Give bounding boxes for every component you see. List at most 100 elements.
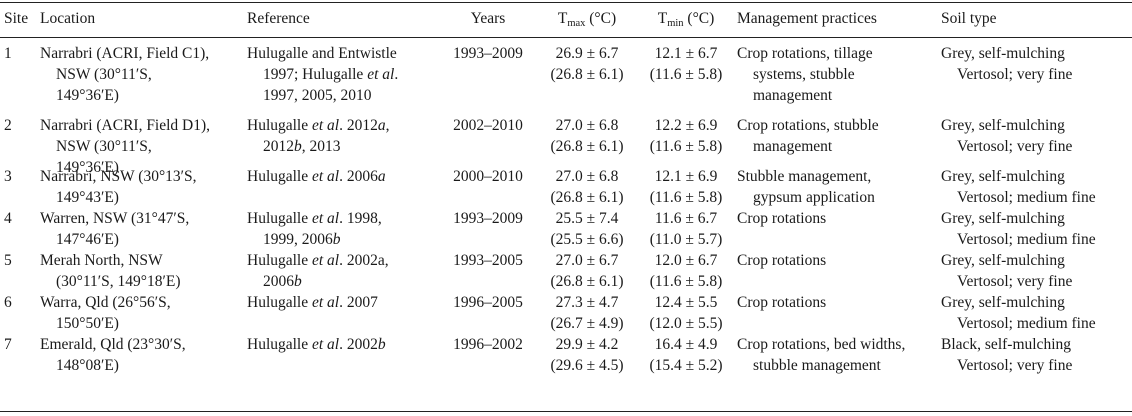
- location-line: Narrabri, NSW (30°13′S,: [40, 168, 197, 185]
- reference-italic-text: b: [332, 231, 341, 248]
- management-cell: Crop rotations, stubble management: [737, 115, 879, 157]
- tmax-cell: 29.9 ± 4.2 (29.6 ± 4.5): [541, 334, 633, 376]
- soil-line: Vertosol; very fine: [957, 66, 1073, 83]
- header-tmin-base: T: [657, 10, 668, 27]
- header-tmax-unit: (°C): [585, 10, 617, 27]
- tmax-value: 27.0 ± 6.8: [555, 117, 619, 134]
- reference-cell: Hulugalle et al. 2007: [247, 292, 378, 313]
- tmax-cell: 27.0 ± 6.8 (26.8 ± 6.1): [541, 115, 633, 157]
- tmin-cell: 12.4 ± 5.5 (12.0 ± 5.5): [640, 292, 732, 334]
- management-line: stubble management: [753, 357, 881, 374]
- location-cell: Narrabri, NSW (30°13′S, 149°43′E): [40, 166, 197, 208]
- tmax-value: (25.5 ± 6.6): [550, 231, 624, 248]
- tmin-value: (11.6 ± 5.8): [649, 66, 723, 83]
- tmin-cell: 12.1 ± 6.9 (11.6 ± 5.8): [640, 166, 732, 208]
- tmin-cell: 12.2 ± 6.9 (11.6 ± 5.8): [640, 115, 732, 157]
- reference-text: 2006: [263, 273, 294, 290]
- management-line: Crop rotations, tillage: [737, 45, 873, 62]
- reference-text: . 2002: [339, 336, 378, 353]
- location-line: 147°46′E): [56, 231, 119, 248]
- reference-cell: Hulugalle et al. 2006a: [247, 166, 386, 187]
- soil-cell: Grey, self-mulching Vertosol; very fine: [941, 115, 1072, 157]
- reference-text: . 2006: [339, 168, 378, 185]
- soil-line: Vertosol; very fine: [957, 138, 1073, 155]
- header-reference: Reference: [247, 10, 310, 27]
- soil-cell: Grey, self-mulching Vertosol; very fine: [941, 250, 1072, 292]
- soil-cell: Grey, self-mulching Vertosol; medium fine: [941, 208, 1096, 250]
- tmin-value: (11.6 ± 5.8): [649, 273, 723, 290]
- header-site: Site: [4, 10, 29, 27]
- years-cell: 1996–2002: [453, 336, 523, 353]
- site-cell: 7: [4, 336, 12, 353]
- location-cell: Narrabri (ACRI, Field D1), NSW (30°11′S, 1…: [40, 115, 210, 178]
- reference-line: Hulugalle et al. 1998,: [247, 208, 382, 229]
- management-line: Crop rotations: [737, 252, 827, 269]
- tmax-value: (26.7 ± 4.9): [550, 315, 624, 332]
- soil-cell: Grey, self-mulching Vertosol; very fine: [941, 43, 1072, 85]
- reference-italic-text: b: [294, 138, 302, 155]
- management-line: gypsum application: [753, 189, 875, 206]
- years-cell: 2002–2010: [453, 117, 523, 134]
- reference-text: .: [394, 66, 399, 83]
- management-line: management: [753, 138, 833, 155]
- reference-line: 2006b: [247, 271, 389, 292]
- site-cell: 4: [4, 210, 12, 227]
- reference-text: , 2013: [301, 138, 341, 155]
- soil-line: Grey, self-mulching: [941, 45, 1065, 62]
- tmax-cell: 25.5 ± 7.4 (25.5 ± 6.6): [541, 208, 633, 250]
- header-soil: Soil type: [941, 10, 997, 27]
- location-line: Narrabri (ACRI, Field D1),: [40, 117, 211, 134]
- reference-text: 2012: [263, 138, 294, 155]
- soil-line: Grey, self-mulching: [941, 210, 1065, 227]
- reference-line: Hulugalle et al. 2006a: [247, 166, 386, 187]
- header-management: Management practices: [737, 10, 877, 27]
- tmax-value: (26.8 ± 6.1): [550, 273, 624, 290]
- reference-text: Hulugalle and Entwistle: [247, 45, 397, 62]
- table-bottom-rule: [0, 411, 1132, 413]
- reference-cell: Hulugalle et al. 2012a, 2012b, 2013: [247, 115, 390, 157]
- tmax-value: 27.0 ± 6.8: [555, 168, 619, 185]
- table-top-rule: [0, 2, 1132, 4]
- tmin-value: 16.4 ± 4.9: [654, 336, 718, 353]
- reference-italic-text: b: [377, 336, 386, 353]
- tmax-cell: 26.9 ± 6.7 (26.8 ± 6.1): [541, 43, 633, 85]
- soil-line: Vertosol; very fine: [957, 357, 1073, 374]
- management-cell: Stubble management, gypsum application: [737, 166, 875, 208]
- header-tmin: Tmin (°C): [640, 8, 732, 34]
- reference-text: 1997; Hulugalle: [263, 66, 368, 83]
- management-line: Crop rotations, bed widths,: [737, 336, 906, 353]
- tmax-cell: 27.0 ± 6.7 (26.8 ± 6.1): [541, 250, 633, 292]
- reference-line: Hulugalle et al. 2007: [247, 292, 378, 313]
- location-line: NSW (30°11′S,: [56, 66, 152, 83]
- management-line: Crop rotations: [737, 210, 827, 227]
- years-cell: 1996–2005: [453, 294, 523, 311]
- reference-text: . 2002a,: [339, 252, 389, 269]
- soil-line: Vertosol; medium fine: [957, 189, 1096, 206]
- tmin-value: (15.4 ± 5.2): [649, 357, 723, 374]
- tmin-cell: 12.1 ± 6.7 (11.6 ± 5.8): [640, 43, 732, 85]
- header-tmin-unit: (°C): [683, 10, 715, 27]
- years-cell: 1993–2009: [453, 45, 523, 62]
- reference-italic-text: et al: [312, 117, 340, 134]
- header-location: Location: [40, 10, 96, 27]
- soil-line: Grey, self-mulching: [941, 117, 1065, 134]
- location-line: Warren, NSW (31°47′S,: [40, 210, 190, 227]
- reference-line: 1997; Hulugalle et al.: [247, 64, 398, 85]
- reference-italic-text: a: [377, 117, 386, 134]
- management-line: management: [753, 87, 833, 104]
- management-cell: Crop rotations: [737, 208, 826, 229]
- tmin-value: 11.6 ± 6.7: [654, 210, 718, 227]
- reference-italic-text: et al: [312, 252, 340, 269]
- management-line: Crop rotations, stubble: [737, 117, 879, 134]
- reference-text: Hulugalle: [247, 168, 312, 185]
- soil-cell: Grey, self-mulching Vertosol; medium fine: [941, 292, 1096, 334]
- management-cell: Crop rotations: [737, 292, 826, 313]
- management-cell: Crop rotations, tillage systems, stubble m…: [737, 43, 873, 106]
- tmax-value: (26.8 ± 6.1): [550, 138, 624, 155]
- location-line: Narrabri (ACRI, Field C1),: [40, 45, 210, 62]
- location-cell: Merah North, NSW (30°11′S, 149°18′E): [40, 250, 181, 292]
- reference-cell: Hulugalle et al. 2002a, 2006b: [247, 250, 389, 292]
- tmin-value: 12.1 ± 6.9: [654, 168, 718, 185]
- site-cell: 5: [4, 252, 12, 269]
- reference-line: Hulugalle et al. 2002a,: [247, 250, 389, 271]
